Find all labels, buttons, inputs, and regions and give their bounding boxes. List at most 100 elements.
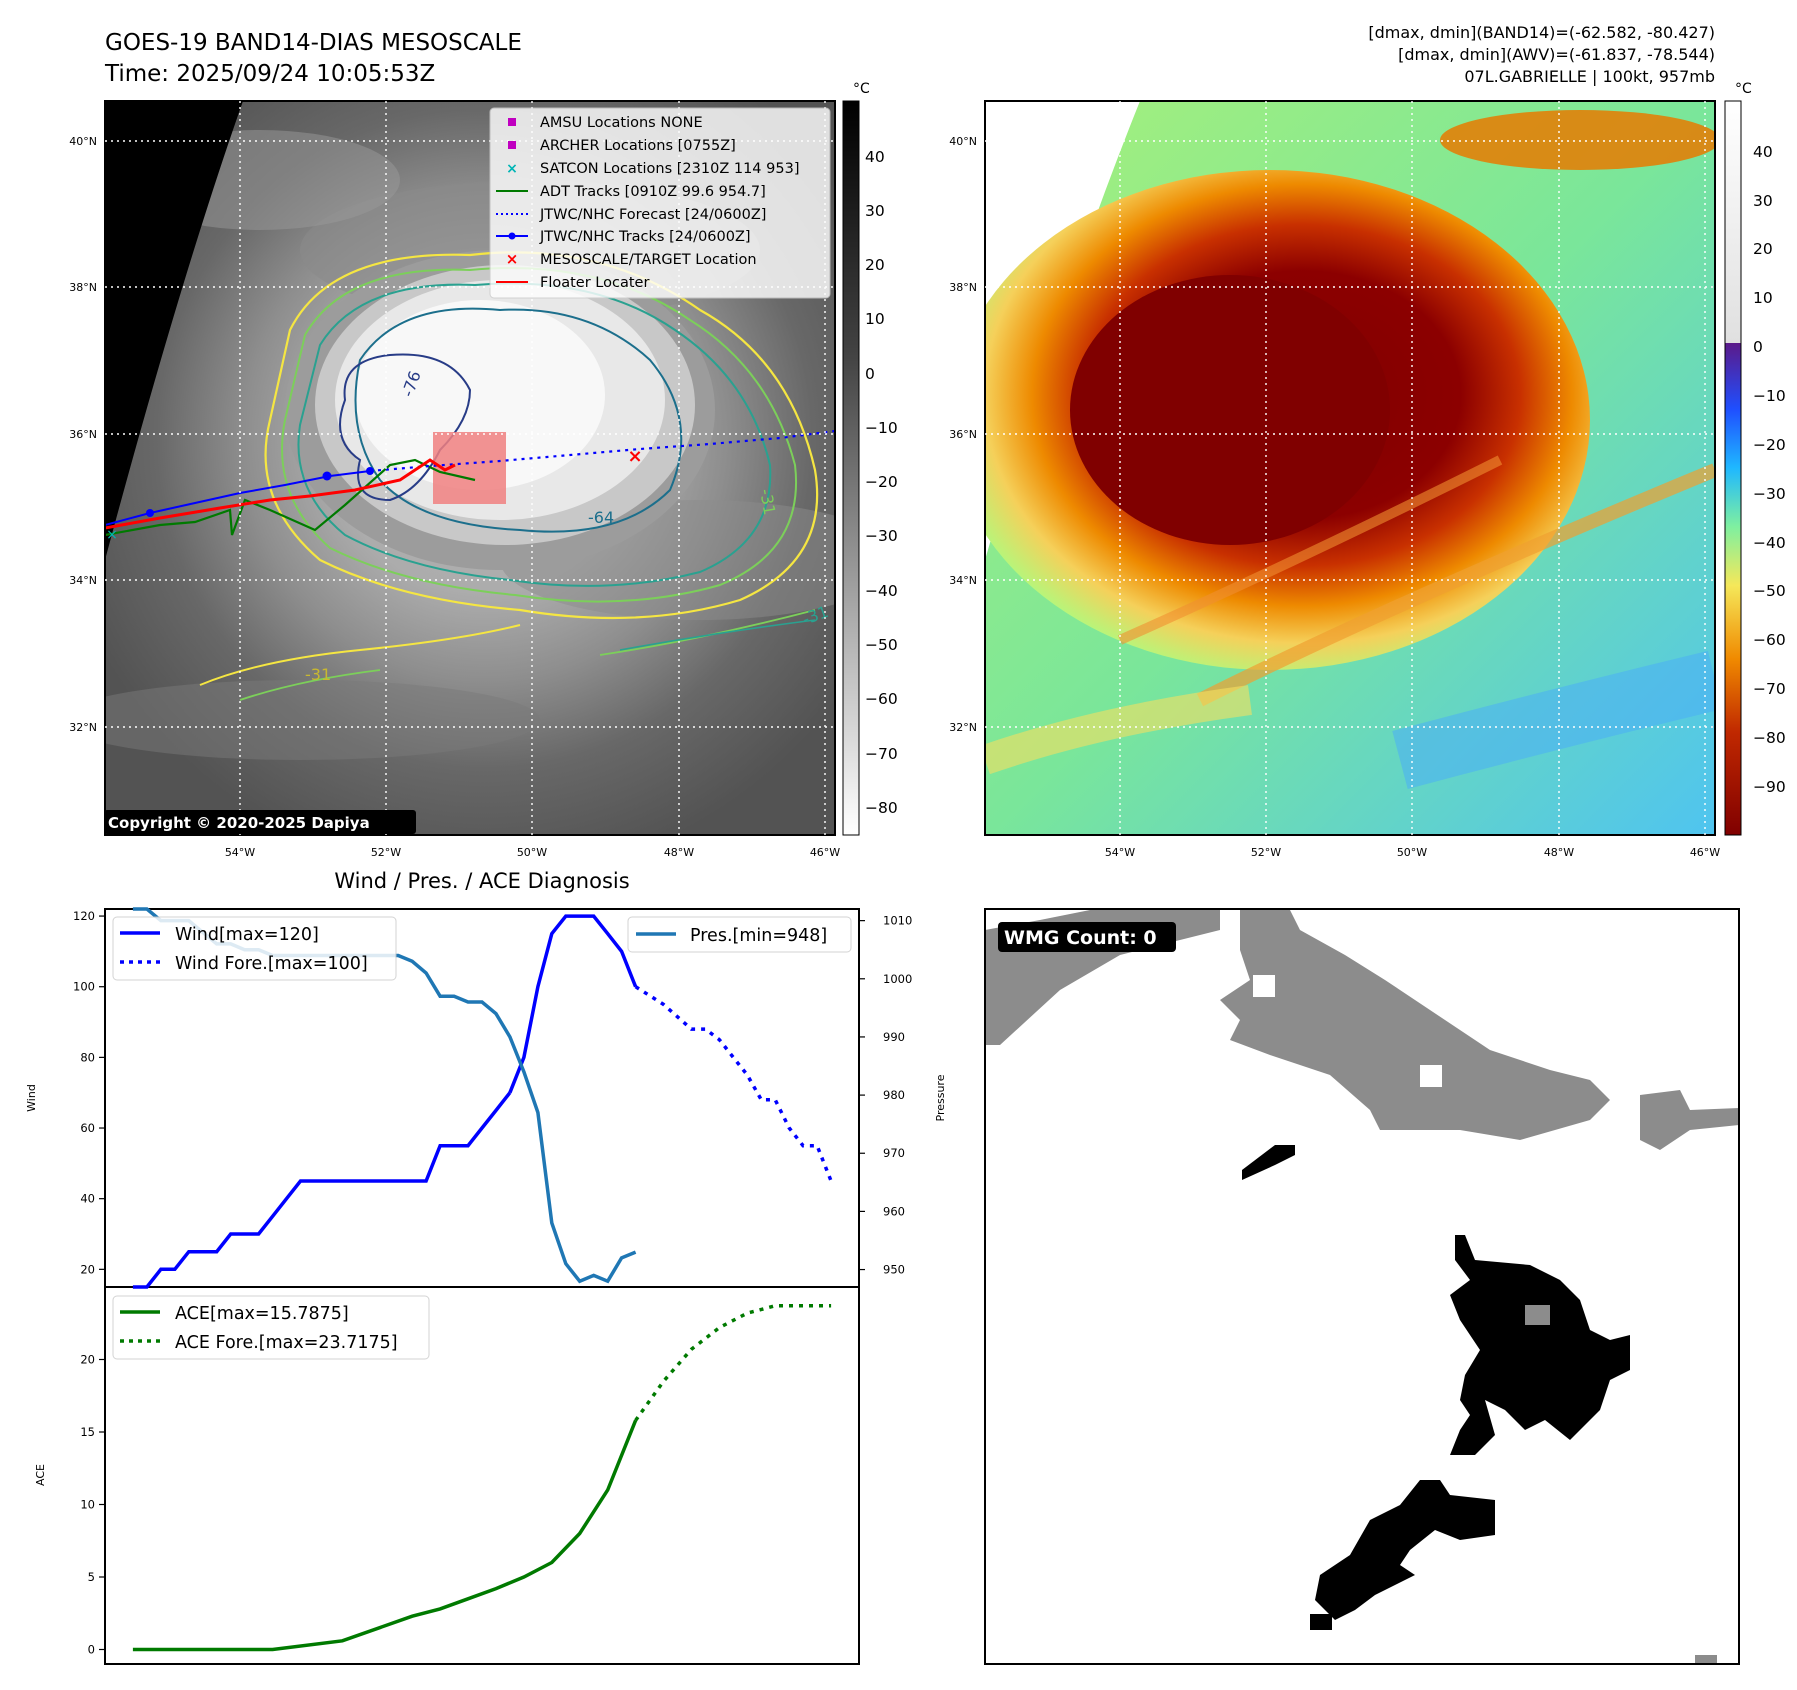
awv-map-panel xyxy=(985,101,1715,835)
axis-tick-label: 1000 xyxy=(883,972,912,986)
lon-label: 52°W xyxy=(1251,846,1281,859)
lat-label: 34°N xyxy=(949,574,977,587)
diag-axes xyxy=(104,908,860,1665)
color-cb-tick: −40 xyxy=(1753,534,1786,552)
lon-label: 54°W xyxy=(225,846,255,859)
gray-cb-tick: −50 xyxy=(865,636,898,654)
pressure-legend: Pres.[min=948] xyxy=(627,916,852,953)
lat-label: 36°N xyxy=(949,428,977,441)
legend-wind-label: Wind[max=120] xyxy=(175,925,319,945)
legend-floater-label: Floater Locater xyxy=(540,275,649,291)
wmg-panel xyxy=(985,909,1739,1664)
color-cb-tick: −10 xyxy=(1753,387,1786,405)
ace-tick-labels: 20 15 10 5 0 xyxy=(80,1353,105,1657)
gray-cb-tick: −30 xyxy=(865,527,898,545)
ace-forecast-line xyxy=(634,1304,832,1422)
figure-title-line1: GOES-19 BAND14-DIAS MESOSCALE xyxy=(105,30,522,56)
gray-cb-tick: −40 xyxy=(865,582,898,600)
lat-label: 40°N xyxy=(949,135,977,148)
legend-ace-fore-label: ACE Fore.[max=23.7175] xyxy=(175,1333,398,1353)
jtwc-track-point xyxy=(322,471,332,481)
gray-cb-tick: 0 xyxy=(865,365,875,383)
legend-ace-label: ACE[max=15.7875] xyxy=(175,1304,349,1324)
axis-tick-label: 970 xyxy=(883,1146,905,1160)
axis-tick-label: 20 xyxy=(80,1262,95,1276)
axis-tick-label: 40 xyxy=(80,1192,95,1206)
lon-label: 46°W xyxy=(810,846,840,859)
contour-label: -31 xyxy=(305,665,331,684)
color-colorbar-unit: °C xyxy=(1735,81,1752,97)
wind-series-line xyxy=(132,1091,512,1289)
lon-label: 52°W xyxy=(371,846,401,859)
lon-label: 46°W xyxy=(1690,846,1720,859)
gray-cb-tick: −10 xyxy=(865,419,898,437)
color-cb-tick: 10 xyxy=(1753,289,1773,307)
map2-lat-labels: 40°N 38°N 36°N 34°N 32°N xyxy=(949,135,977,734)
gray-cb-tick: −70 xyxy=(865,745,898,763)
lon-label: 50°W xyxy=(1397,846,1427,859)
axis-tick-label: 120 xyxy=(73,909,95,923)
axis-tick-label: 960 xyxy=(883,1204,905,1218)
lon-label: 50°W xyxy=(517,846,547,859)
ace-series-line xyxy=(132,1419,638,1652)
legend-archer-label: ARCHER Locations [0755Z] xyxy=(540,138,736,154)
map1-lat-labels: 40°N 38°N 36°N 34°N 32°N xyxy=(69,135,97,734)
copyright-text: Copyright © 2020-2025 Dapiya xyxy=(108,814,370,832)
axis-tick-label: 20 xyxy=(80,1353,95,1367)
map-legend: AMSU Locations NONE ARCHER Locations [07… xyxy=(489,107,831,299)
gray-cb-tick: 40 xyxy=(865,148,885,166)
legend-pres-label: Pres.[min=948] xyxy=(690,926,827,946)
axis-tick-label: 950 xyxy=(883,1263,905,1277)
mesoscale-box xyxy=(433,432,506,504)
diag-title: Wind / Pres. / ACE Diagnosis xyxy=(334,869,629,893)
ace-legend: ACE[max=15.7875] ACE Fore.[max=23.7175] xyxy=(112,1295,430,1360)
figure-title-line2: Time: 2025/09/24 10:05:53Z xyxy=(104,61,435,87)
axis-tick-label: 100 xyxy=(73,980,95,994)
contour-label: -31 xyxy=(756,487,779,516)
axis-tick-label: 80 xyxy=(80,1050,95,1064)
jtwc-track-point xyxy=(146,509,154,517)
axis-tick-label: 1010 xyxy=(883,914,912,928)
wind-axis-label: Wind xyxy=(25,1084,38,1112)
floater-track-line xyxy=(105,458,456,530)
legend-amsu-label: AMSU Locations NONE xyxy=(540,115,703,131)
map2-gridlines xyxy=(985,101,1715,835)
lat-label: 34°N xyxy=(69,574,97,587)
jtwc-track-point xyxy=(366,467,374,475)
lat-label: 40°N xyxy=(69,135,97,148)
wind-legend: Wind[max=120] Wind Fore.[max=100] xyxy=(112,916,397,981)
gray-cb-tick: 30 xyxy=(865,202,885,220)
dmax-awv-text: [dmax, dmin](AWV)=(-61.837, -78.544) xyxy=(1398,45,1715,64)
legend-satcon-label: SATCON Locations [2310Z 114 953] xyxy=(540,161,799,177)
color-cb-tick: 0 xyxy=(1753,338,1763,356)
lon-label: 54°W xyxy=(1105,846,1135,859)
dmax-band14-text: [dmax, dmin](BAND14)=(-62.582, -80.427) xyxy=(1368,23,1715,42)
pressure-tick-labels: 1010 1000 990 980 970 960 950 xyxy=(859,914,912,1277)
color-cb-tick: −60 xyxy=(1753,631,1786,649)
map1-gridlines xyxy=(105,101,835,835)
legend-satcon-marker: × xyxy=(506,161,518,177)
lat-label: 36°N xyxy=(69,428,97,441)
copyright-badge-bg xyxy=(104,810,416,834)
adt-track-line xyxy=(105,458,476,537)
lat-label: 38°N xyxy=(69,281,97,294)
legend-adt-label: ADT Tracks [0910Z 99.6 954.7] xyxy=(540,184,766,200)
gray-colorbar-unit: °C xyxy=(853,81,870,97)
legend-archer-marker xyxy=(508,141,516,149)
mesoscale-target-x: × xyxy=(627,446,642,467)
wmg-count-text: WMG Count: 0 xyxy=(1004,927,1157,949)
axis-tick-label: 990 xyxy=(883,1030,905,1044)
axis-tick-label: 0 xyxy=(88,1643,95,1657)
legend-forecast-label: JTWC/NHC Forecast [24/0600Z] xyxy=(539,207,766,223)
gray-cb-tick: 10 xyxy=(865,310,885,328)
color-cb-tick: −50 xyxy=(1753,582,1786,600)
wind-tick-labels: 120 100 80 60 40 20 xyxy=(73,909,105,1276)
map1-lon-labels: 54°W 52°W 50°W 48°W 46°W xyxy=(225,846,840,859)
wind-forecast-line xyxy=(634,985,833,1182)
legend-wind-fore-label: Wind Fore.[max=100] xyxy=(175,954,368,974)
color-cb-tick: −30 xyxy=(1753,485,1786,503)
color-cb-tick: 20 xyxy=(1753,240,1773,258)
axis-tick-label: 5 xyxy=(88,1570,95,1584)
lon-label: 48°W xyxy=(1544,846,1574,859)
